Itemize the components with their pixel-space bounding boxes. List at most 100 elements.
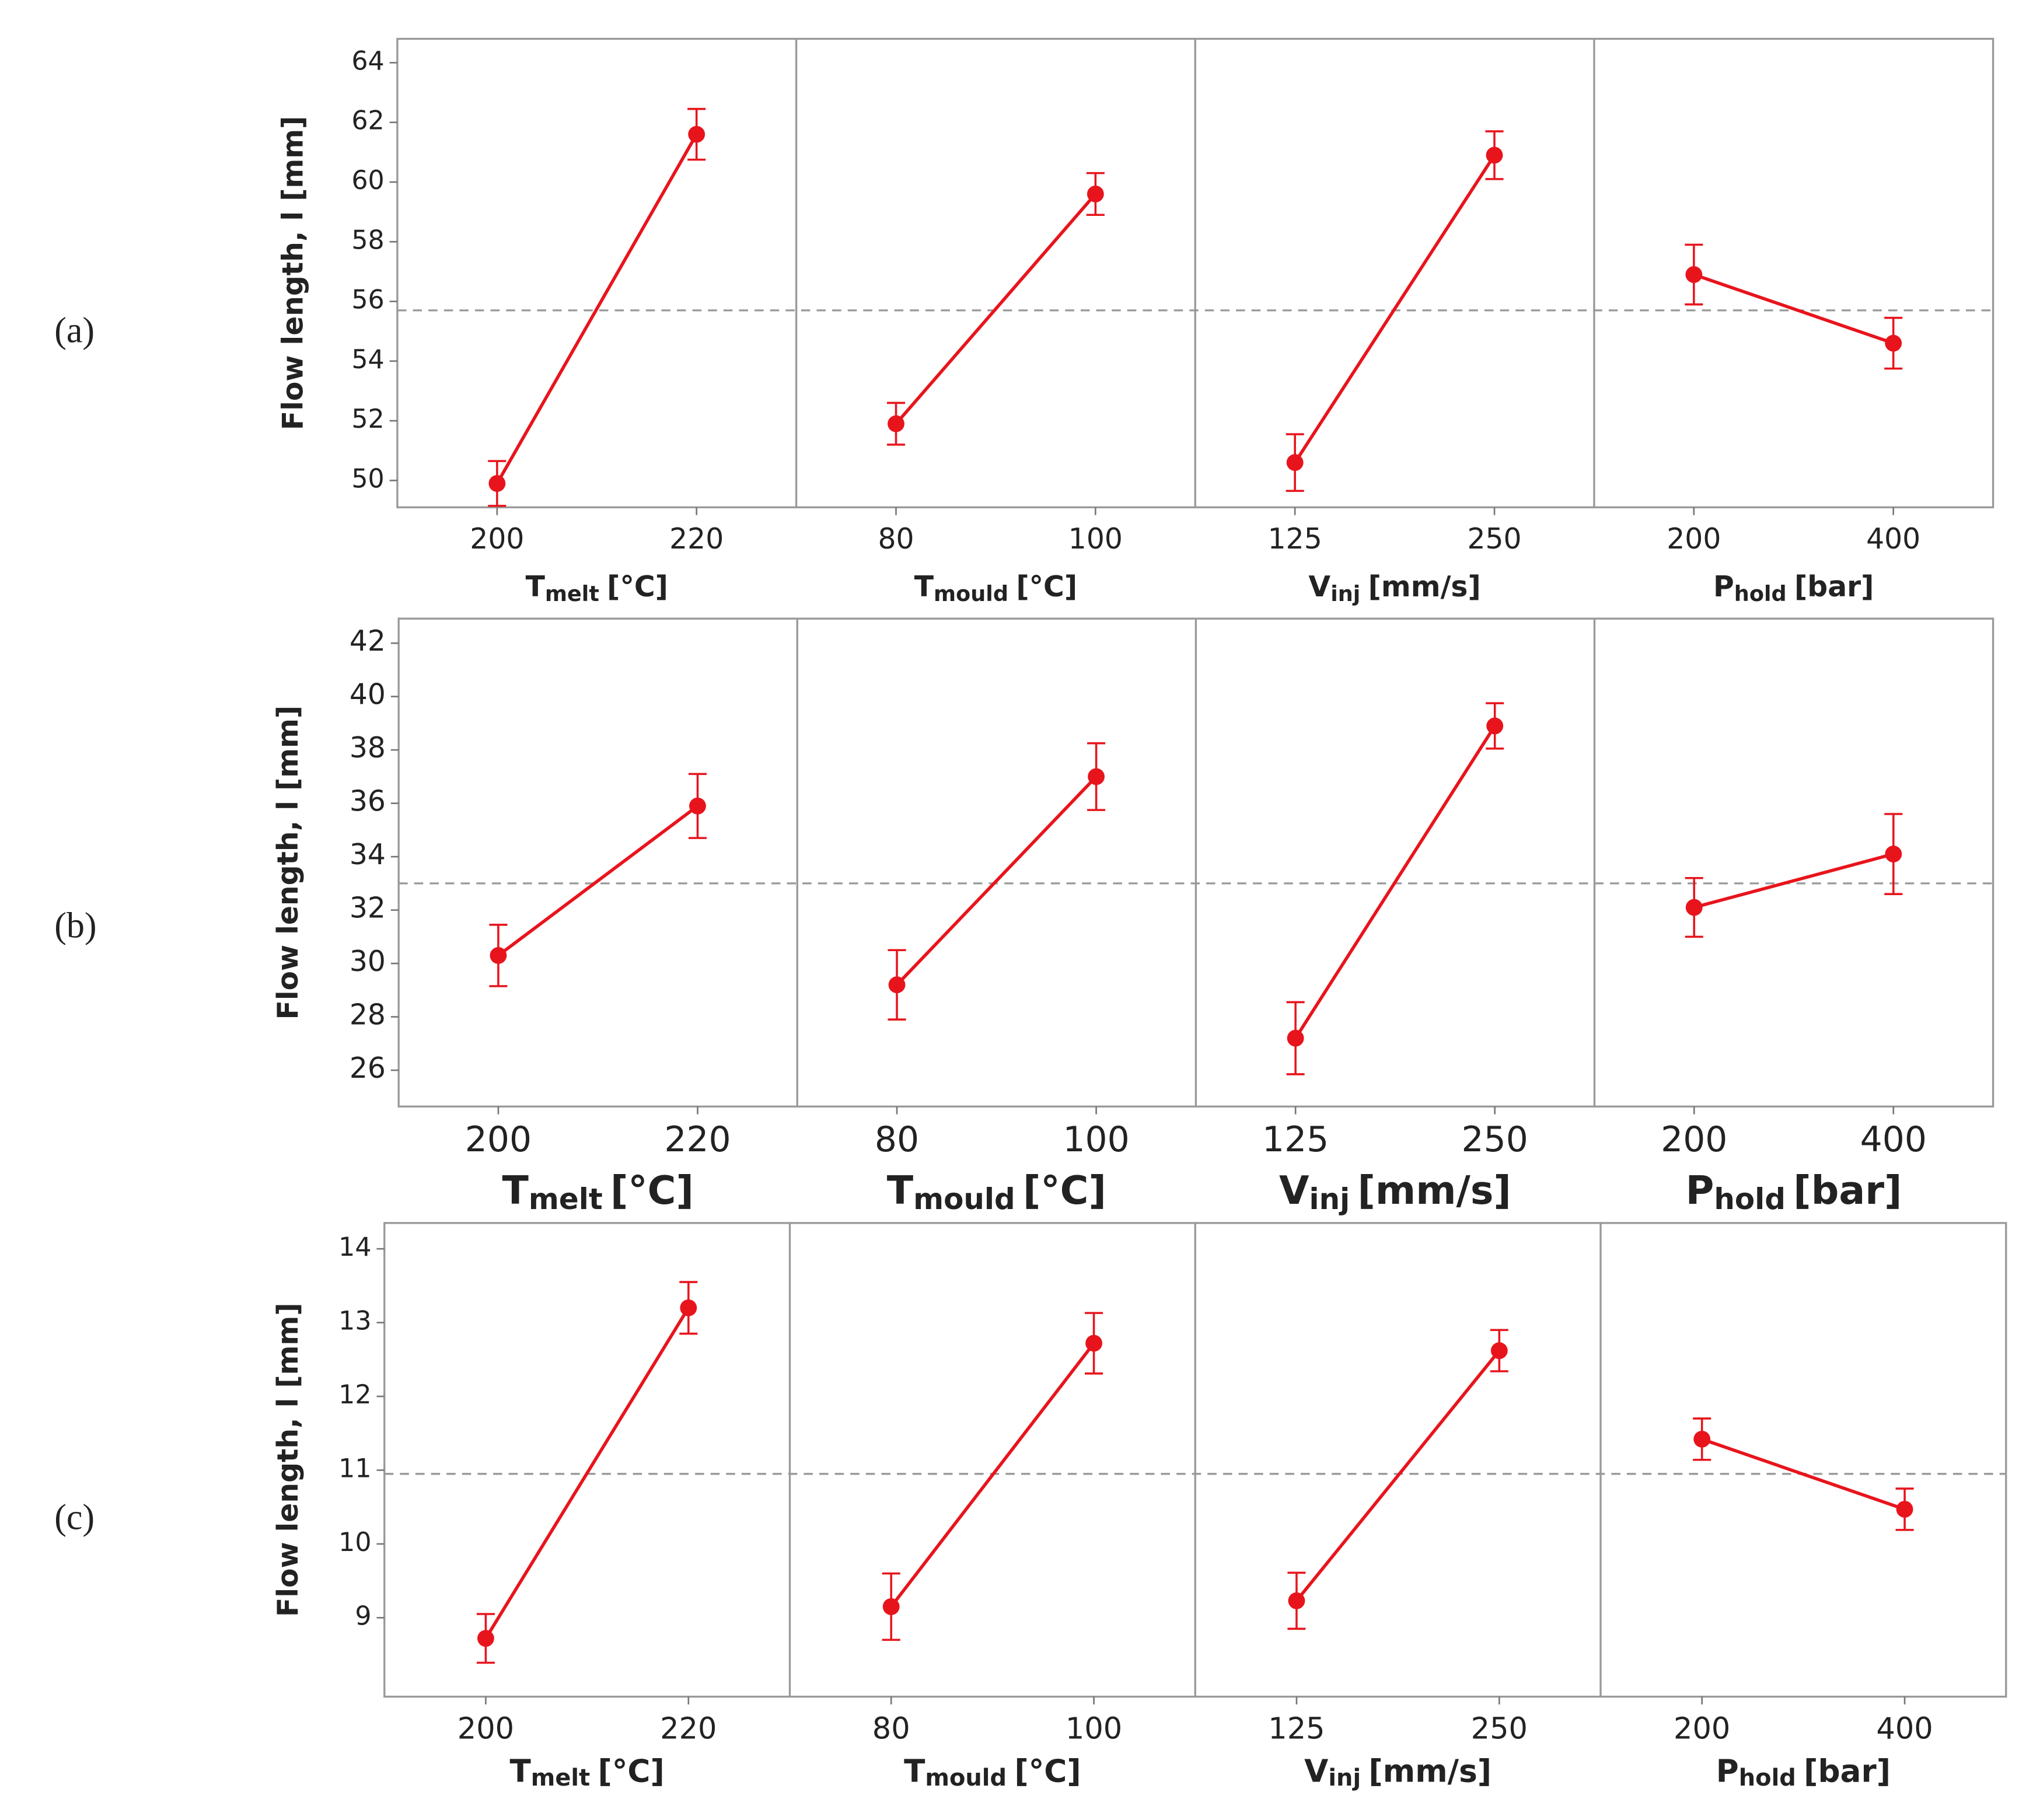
y-tick-label: 30 xyxy=(350,945,386,978)
x-label-subscript: hold xyxy=(1714,1182,1786,1216)
y-tick-label: 40 xyxy=(350,678,386,711)
x-tick-label: 200 xyxy=(1661,1119,1727,1160)
x-label-symbol: V xyxy=(1308,570,1330,603)
point xyxy=(488,475,506,492)
point xyxy=(882,1598,900,1615)
y-tick-label: 60 xyxy=(351,166,384,195)
effect-line xyxy=(1295,1349,1501,1602)
effect-line xyxy=(896,775,1098,986)
x-label-unit: [mm/s] xyxy=(1368,1753,1491,1789)
x-axis-label: Phold [bar] xyxy=(1713,570,1874,606)
x-axis-label: Phold [bar] xyxy=(1686,1168,1902,1216)
x-tick-label: 100 xyxy=(1068,522,1123,556)
point xyxy=(888,415,904,432)
point xyxy=(1286,454,1304,471)
x-label-subscript: mould xyxy=(925,1765,1007,1791)
y-tick-label: 34 xyxy=(350,838,386,871)
point xyxy=(1490,1342,1508,1360)
x-label-unit: [°C] xyxy=(598,1753,664,1789)
x-tick-label: 125 xyxy=(1268,1711,1325,1746)
x-axis-label: Vinj [mm/s] xyxy=(1279,1168,1511,1216)
effect-line xyxy=(890,1342,1095,1608)
x-tick-label: 250 xyxy=(1471,1711,1528,1746)
x-label-unit: [°C] xyxy=(607,570,668,603)
y-axis-label: Flow length, l [mm] xyxy=(271,1302,305,1617)
x-tick-label: 220 xyxy=(669,522,724,556)
x-tick-label: 80 xyxy=(878,522,914,556)
y-tick-label: 54 xyxy=(351,345,384,375)
x-tick-label: 125 xyxy=(1262,1119,1329,1160)
x-label-unit: [°C] xyxy=(610,1168,694,1213)
effect-line xyxy=(495,133,698,484)
x-tick-label: 80 xyxy=(875,1119,919,1160)
point xyxy=(1085,1335,1102,1352)
x-label-symbol: T xyxy=(502,1168,529,1213)
y-tick-label: 28 xyxy=(350,998,386,1032)
x-label-subscript: inj xyxy=(1330,581,1360,606)
y-tick-label: 52 xyxy=(351,404,384,434)
x-label-subscript: melt xyxy=(529,1182,603,1216)
point xyxy=(477,1630,494,1647)
x-label-symbol: T xyxy=(904,1753,925,1789)
x-label-symbol: T xyxy=(887,1168,914,1213)
x-label-unit: [°C] xyxy=(1023,1168,1106,1213)
x-tick-label: 200 xyxy=(470,522,524,556)
y-tick-label: 38 xyxy=(350,731,386,764)
x-tick-label: 250 xyxy=(1467,522,1521,556)
x-tick-label: 400 xyxy=(1866,522,1920,556)
x-label-unit: [mm/s] xyxy=(1358,1168,1511,1213)
x-axis-label: Tmould [°C] xyxy=(914,570,1077,606)
x-tick-label: 200 xyxy=(465,1119,532,1160)
effect-line xyxy=(497,805,699,957)
effect-line xyxy=(484,1307,690,1640)
point xyxy=(1896,1501,1913,1518)
y-tick-label: 11 xyxy=(338,1454,371,1483)
x-label-subscript: melt xyxy=(531,1765,590,1791)
x-tick-label: 200 xyxy=(1674,1711,1730,1746)
y-tick-label: 32 xyxy=(350,892,386,925)
y-tick-label: 58 xyxy=(351,225,384,255)
x-label-symbol: T xyxy=(509,1753,531,1789)
x-tick-label: 200 xyxy=(1667,522,1721,556)
x-tick-label: 125 xyxy=(1268,522,1322,556)
x-label-unit: [bar] xyxy=(1793,1168,1902,1213)
x-label-subscript: melt xyxy=(545,581,599,606)
effect-line xyxy=(1693,852,1894,909)
y-tick-label: 9 xyxy=(355,1601,371,1631)
point xyxy=(1486,146,1503,164)
panel-label: (a) xyxy=(54,310,95,350)
panel-label: (b) xyxy=(54,906,96,946)
x-tick-label: 220 xyxy=(664,1119,731,1160)
x-label-subscript: hold xyxy=(1739,1765,1796,1791)
x-label-symbol: V xyxy=(1279,1168,1309,1213)
y-axis-label: Flow length, l [mm] xyxy=(277,116,310,431)
effect-line xyxy=(1693,273,1894,345)
y-tick-label: 36 xyxy=(350,785,386,818)
x-tick-label: 220 xyxy=(660,1711,717,1746)
x-axis-label: Phold [bar] xyxy=(1716,1753,1891,1791)
x-label-symbol: P xyxy=(1716,1753,1739,1789)
panel-label: (c) xyxy=(54,1497,95,1537)
x-label-subscript: inj xyxy=(1328,1765,1361,1791)
x-label-symbol: P xyxy=(1686,1168,1714,1213)
x-label-subscript: mould xyxy=(934,581,1008,606)
y-tick-label: 56 xyxy=(351,285,384,315)
y-tick-label: 64 xyxy=(351,46,384,76)
point xyxy=(1287,1029,1304,1047)
point xyxy=(680,1299,697,1316)
point xyxy=(1486,717,1504,735)
x-tick-label: 400 xyxy=(1876,1711,1933,1746)
x-axis-label: Tmould [°C] xyxy=(904,1753,1081,1791)
x-label-symbol: V xyxy=(1304,1753,1328,1789)
point xyxy=(1693,1430,1711,1448)
x-tick-label: 80 xyxy=(872,1711,910,1746)
x-axis-label: Tmelt [°C] xyxy=(502,1168,694,1216)
point xyxy=(1885,846,1902,862)
x-label-symbol: T xyxy=(914,570,934,603)
point xyxy=(1885,334,1902,352)
x-label-subscript: mould xyxy=(913,1182,1015,1216)
point xyxy=(689,797,706,815)
point xyxy=(1087,186,1104,202)
y-tick-label: 12 xyxy=(338,1380,371,1410)
x-tick-label: 200 xyxy=(457,1711,514,1746)
